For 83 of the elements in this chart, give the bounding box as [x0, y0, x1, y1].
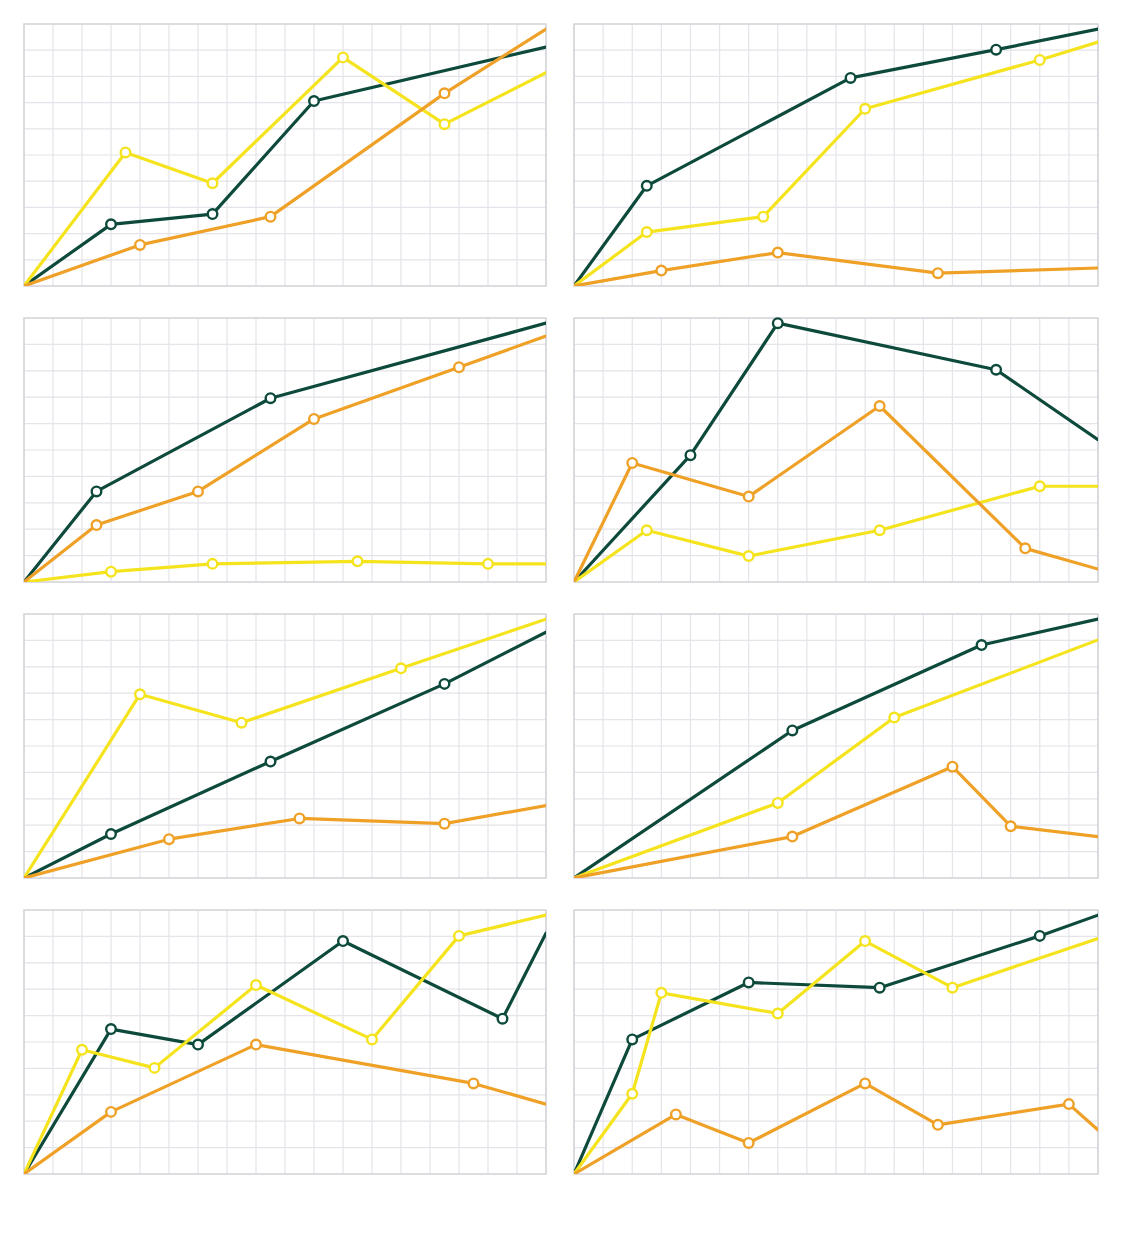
point — [105, 218, 117, 231]
point — [1033, 53, 1046, 66]
point — [771, 246, 784, 259]
point — [990, 363, 1003, 376]
point — [438, 677, 451, 690]
point — [786, 724, 799, 737]
point — [264, 755, 277, 768]
point — [859, 935, 872, 948]
point — [163, 833, 175, 846]
point — [105, 828, 117, 840]
point — [192, 485, 204, 498]
point — [742, 976, 755, 989]
point — [264, 210, 277, 223]
point — [1033, 929, 1046, 942]
point — [640, 179, 653, 192]
point — [873, 981, 886, 994]
point — [771, 1007, 784, 1020]
point — [873, 524, 886, 537]
point — [655, 264, 668, 277]
point — [264, 392, 277, 405]
point — [235, 716, 248, 729]
point — [438, 87, 451, 100]
point — [134, 688, 146, 701]
point — [1062, 1098, 1075, 1111]
point — [640, 524, 653, 537]
point — [669, 1108, 682, 1121]
point — [771, 317, 784, 330]
point — [206, 208, 219, 221]
point — [757, 210, 770, 223]
point — [742, 1136, 755, 1149]
point — [206, 557, 219, 570]
point — [931, 267, 944, 280]
point — [931, 1118, 944, 1131]
point — [1019, 542, 1032, 555]
point — [293, 812, 306, 825]
point — [640, 226, 653, 239]
point — [859, 1077, 872, 1090]
point — [626, 456, 639, 469]
point — [76, 1043, 88, 1056]
point — [250, 1038, 262, 1051]
point — [453, 361, 465, 374]
point — [105, 565, 117, 578]
point — [337, 51, 349, 64]
point — [742, 550, 755, 563]
point — [192, 1038, 204, 1051]
point — [786, 830, 799, 843]
point — [467, 1077, 480, 1090]
point — [308, 412, 320, 425]
point — [626, 1033, 639, 1046]
point — [655, 986, 668, 999]
point — [1033, 480, 1046, 493]
point — [308, 95, 320, 108]
point — [482, 557, 494, 570]
point — [105, 1023, 117, 1036]
point — [206, 177, 219, 190]
point — [844, 71, 857, 84]
point — [366, 1033, 378, 1046]
point — [351, 555, 364, 568]
point — [990, 43, 1003, 56]
point — [438, 817, 451, 830]
point — [148, 1061, 161, 1074]
point — [888, 711, 901, 724]
point — [946, 981, 959, 994]
point — [859, 102, 872, 115]
point — [975, 639, 988, 652]
point — [946, 760, 959, 773]
point — [395, 662, 407, 675]
point — [250, 979, 262, 992]
point — [873, 399, 886, 412]
point — [771, 796, 784, 809]
point — [119, 146, 132, 159]
point — [453, 929, 465, 942]
point — [105, 1105, 117, 1118]
point — [134, 238, 146, 251]
point — [684, 449, 697, 462]
point — [90, 485, 103, 498]
point — [438, 118, 451, 131]
point — [742, 490, 755, 503]
point — [90, 519, 103, 532]
point — [337, 935, 349, 948]
point — [1004, 820, 1017, 833]
point — [496, 1012, 509, 1025]
point — [626, 1087, 639, 1100]
